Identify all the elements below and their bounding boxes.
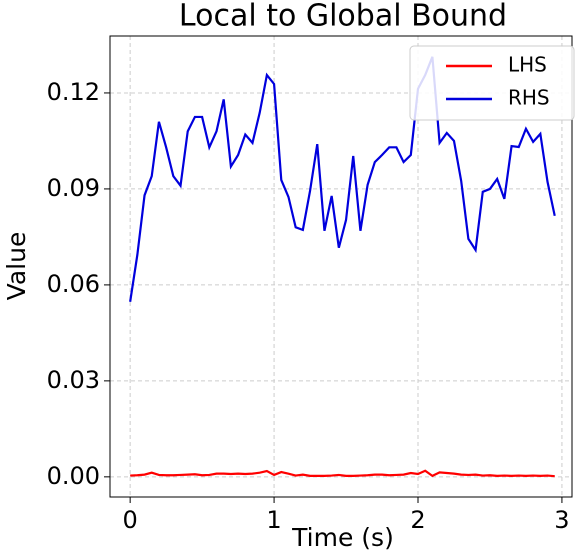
legend-label: RHS [508,86,550,110]
data-line [129,56,556,303]
x-axis-label: Time (s) [291,523,394,551]
chart-title: Local to Global Bound [179,0,507,34]
y-tick-label: 0.12 [47,78,100,106]
legend-label: LHS [508,53,547,77]
x-tick-label: 0 [123,506,138,534]
plot-frame [109,35,573,498]
x-tick-label: 2 [410,506,425,534]
x-tick-label: 1 [266,506,281,534]
x-tick-label: 3 [554,506,569,534]
y-tick-label: 0.03 [47,366,100,394]
y-tick-label: 0.06 [47,270,100,298]
data-line [130,469,555,478]
y-tick-label: 0.00 [47,462,100,490]
y-tick-label: 0.09 [47,174,100,202]
y-axis-label: Value [2,232,31,301]
legend-box [409,45,575,121]
